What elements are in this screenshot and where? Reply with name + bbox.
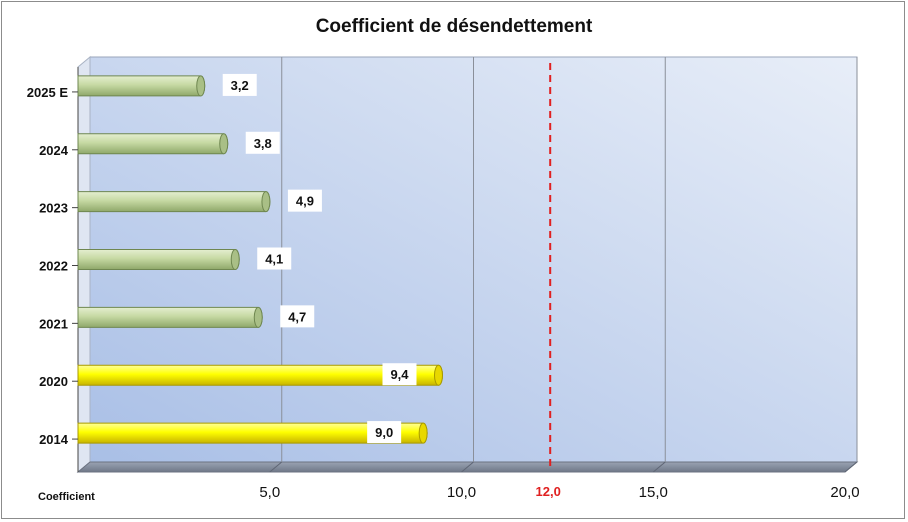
bar xyxy=(77,249,240,270)
data-label-box xyxy=(287,189,322,212)
data-label: 3,2 xyxy=(231,78,249,93)
data-label-box xyxy=(382,363,417,386)
chart-title: Coefficient de désendettement xyxy=(315,16,593,37)
bar xyxy=(77,133,229,155)
x-tick-label: 5,0 xyxy=(259,484,280,501)
data-label-box xyxy=(245,131,280,154)
bar-end-cap xyxy=(433,364,443,386)
data-label-box xyxy=(367,421,402,444)
data-label-box xyxy=(222,73,257,96)
x-tick-label: 10,0 xyxy=(447,484,476,501)
bar xyxy=(77,306,263,328)
category-label: 2022 xyxy=(39,259,68,274)
category-label: 2021 xyxy=(39,316,68,331)
gridline-floor xyxy=(652,461,666,473)
data-label: 4,9 xyxy=(296,194,314,209)
x-tick-label: 15,0 xyxy=(639,484,668,501)
data-label-box xyxy=(257,247,292,270)
category-label: 2025 E xyxy=(27,85,69,100)
data-label: 3,8 xyxy=(254,136,272,151)
x-axis-title: Coefficient xyxy=(38,491,95,503)
category-label: 2020 xyxy=(39,374,68,389)
bar-end-cap xyxy=(219,133,229,155)
category-label: 2024 xyxy=(39,143,69,158)
data-label: 9,4 xyxy=(390,367,409,382)
data-label-box xyxy=(280,305,315,328)
bar-end-cap xyxy=(196,75,206,97)
bar xyxy=(77,191,271,213)
data-label: 4,7 xyxy=(288,309,306,324)
bar-end-cap xyxy=(230,249,240,270)
data-label: 9,0 xyxy=(375,425,393,440)
category-label: 2014 xyxy=(39,432,69,447)
bar-end-cap xyxy=(418,422,428,444)
gridline-floor xyxy=(844,461,858,473)
x-tick-label: 20,0 xyxy=(830,484,859,501)
bar xyxy=(77,75,206,97)
threshold-label: 12,0 xyxy=(536,484,561,499)
category-label: 2023 xyxy=(39,201,68,216)
data-label: 4,1 xyxy=(265,252,283,267)
gridline-floor xyxy=(461,461,474,473)
gridline-floor xyxy=(269,461,283,473)
bar-end-cap xyxy=(261,191,271,213)
bar-end-cap xyxy=(253,306,263,328)
